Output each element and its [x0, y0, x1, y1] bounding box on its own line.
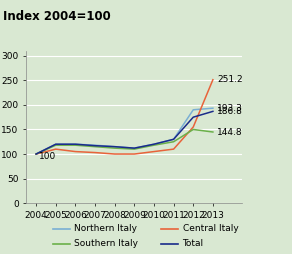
Text: Southern Italy: Southern Italy — [74, 239, 138, 248]
Text: 100: 100 — [39, 152, 56, 161]
Text: Index 2004=100: Index 2004=100 — [3, 10, 111, 23]
Text: Total: Total — [182, 239, 204, 248]
Text: Northern Italy: Northern Italy — [74, 224, 138, 233]
Text: 186.8: 186.8 — [217, 107, 243, 116]
Text: 193.3: 193.3 — [217, 104, 243, 113]
Text: Central Italy: Central Italy — [182, 224, 238, 233]
Text: 251.2: 251.2 — [217, 75, 243, 84]
Text: 144.8: 144.8 — [217, 128, 243, 136]
